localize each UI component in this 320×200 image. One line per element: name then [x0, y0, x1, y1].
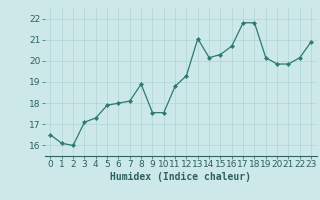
X-axis label: Humidex (Indice chaleur): Humidex (Indice chaleur): [110, 172, 251, 182]
